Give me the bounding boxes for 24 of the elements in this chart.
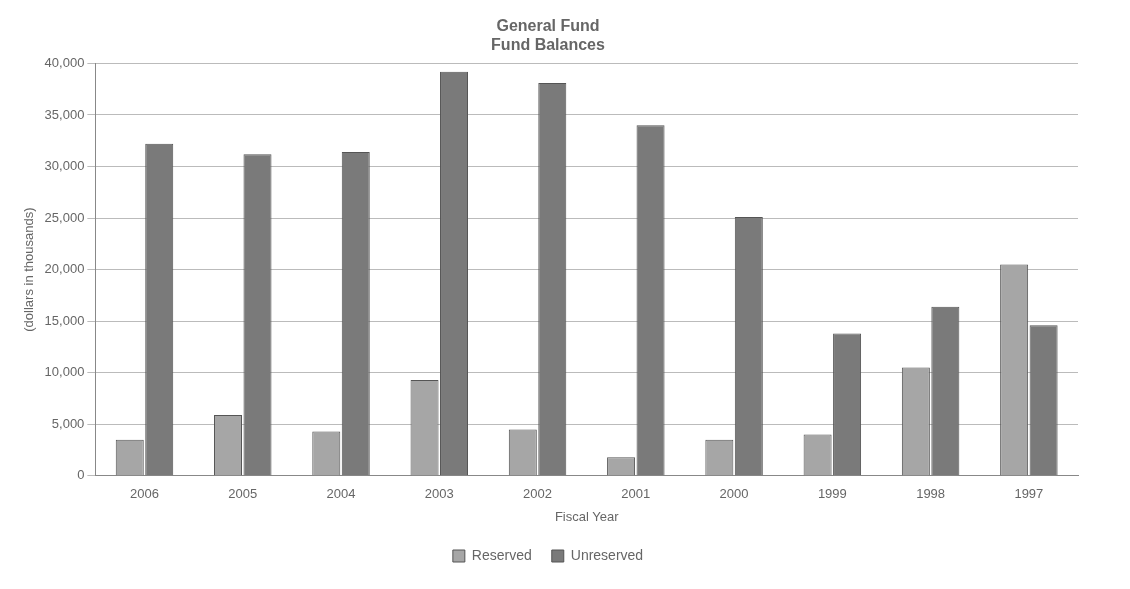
y-tick-label: 30,000 (44, 158, 85, 174)
x-tick-label: 2000 (719, 486, 749, 502)
x-tick-label: 2001 (621, 486, 651, 502)
y-tick-label: 20,000 (44, 261, 85, 277)
x-tick-label: 2005 (228, 486, 258, 502)
y-tick-label: 5,000 (51, 415, 85, 431)
y-tick-label: 15,000 (44, 312, 85, 328)
chart-title: General Fund Fund Balances (491, 17, 605, 54)
y-tick-label: 25,000 (44, 209, 85, 225)
x-tick-label: 1997 (1014, 486, 1044, 502)
y-tick-label: 35,000 (44, 106, 85, 122)
y-tick-label: 10,000 (44, 364, 85, 380)
y-tick-label: 40,000 (44, 54, 85, 70)
legend-label: Reserved (471, 546, 532, 563)
x-tick-label: 1998 (916, 486, 946, 502)
x-axis-title: Fiscal Year (554, 508, 620, 524)
x-tick-label: 2004 (326, 486, 356, 502)
legend-label: Unreserved (570, 546, 644, 563)
y-axis-title: (dollars in thousands) (21, 207, 37, 332)
x-tick-label: 2006 (130, 486, 159, 502)
x-tick-label: 2002 (523, 486, 553, 502)
x-tick-label: 2003 (424, 486, 454, 502)
y-tick-label: 0 (77, 467, 85, 483)
x-tick-label: 1999 (817, 486, 847, 502)
